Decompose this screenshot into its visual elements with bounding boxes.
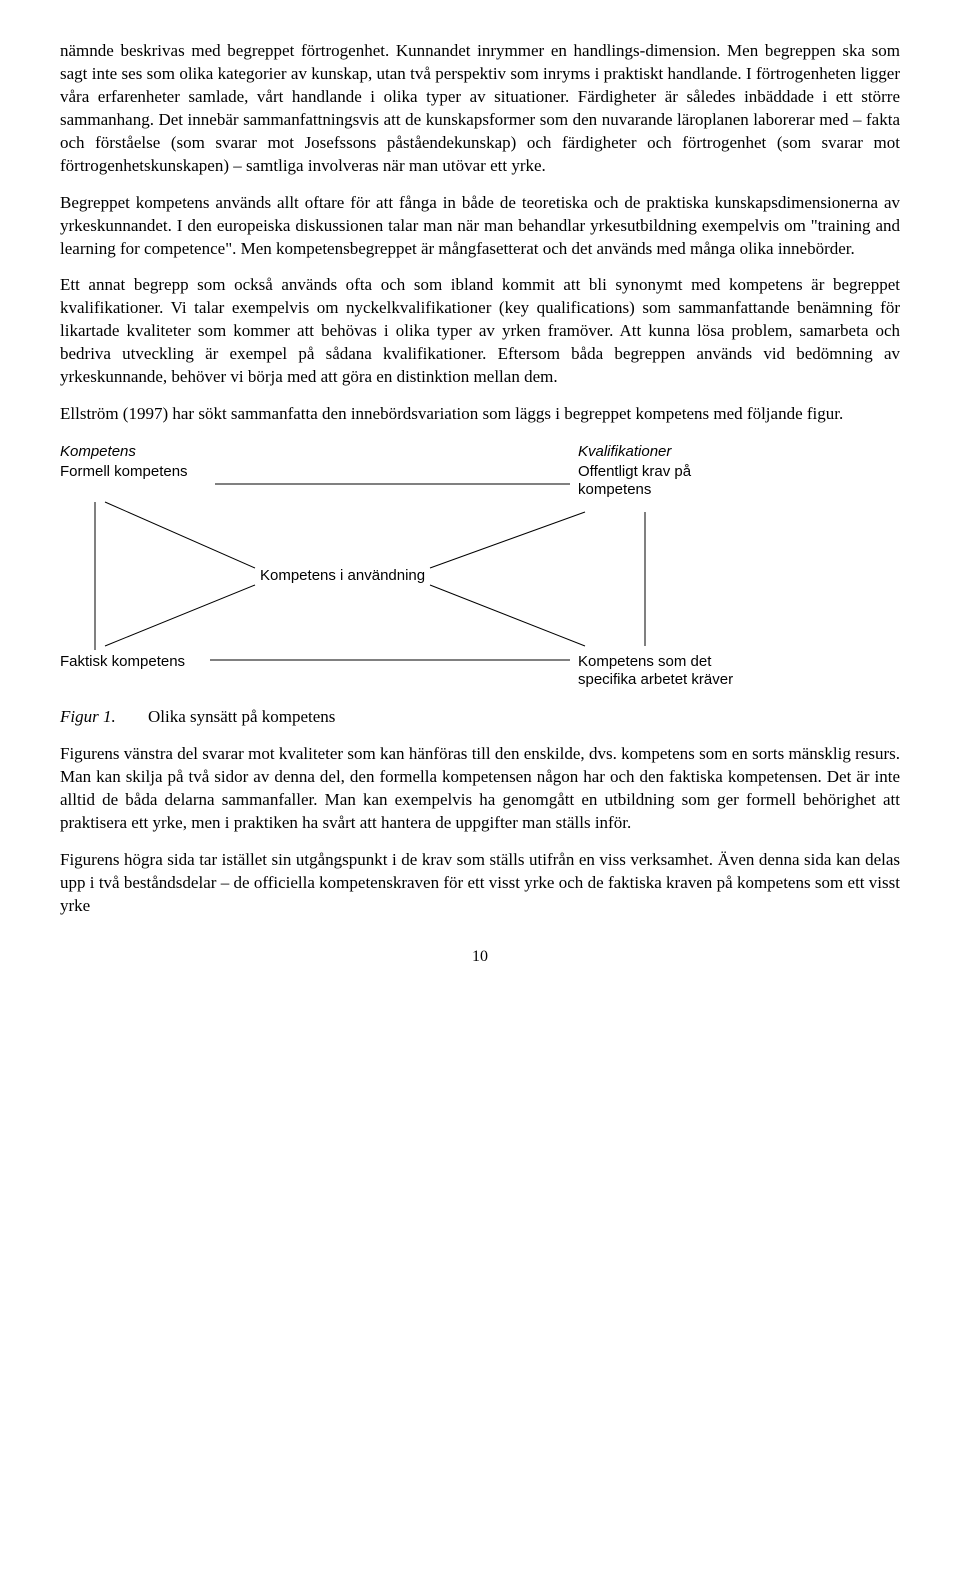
figure-caption: Figur 1. Olika synsätt på kompetens [60,706,900,729]
paragraph-1: nämnde beskrivas med begreppet förtrogen… [60,40,900,178]
page-number: 10 [60,946,900,968]
diagram-line-tl_c [105,502,255,568]
figure-number: Figur 1. [60,707,116,726]
label-formell-kompetens: Formell kompetens [60,462,188,482]
diagram-line-tr_c [430,512,585,568]
figure-caption-text: Olika synsätt på kompetens [148,707,335,726]
diagram-line-bl_c [105,585,255,646]
label-faktisk-kompetens: Faktisk kompetens [60,652,185,672]
label-offentligt-krav-2: kompetens [578,480,651,500]
paragraph-2: Begreppet kompetens används allt oftare … [60,192,900,261]
diagram-line-br_c [430,585,585,646]
paragraph-6: Figurens högra sida tar istället sin utg… [60,849,900,918]
paragraph-4: Ellström (1997) har sökt sammanfatta den… [60,403,900,426]
paragraph-5: Figurens vänstra del svarar mot kvalitet… [60,743,900,835]
label-kompetens-anvandning: Kompetens i användning [260,566,425,586]
label-kompetens-heading: Kompetens [60,442,136,462]
label-kompetens-specifik-2: specifika arbetet kräver [578,670,733,690]
label-kvalifikationer-heading: Kvalifikationer [578,442,671,462]
competence-diagram: Kompetens Formell kompetens Kvalifikatio… [60,440,880,700]
paragraph-3: Ett annat begrepp som också används ofta… [60,274,900,389]
